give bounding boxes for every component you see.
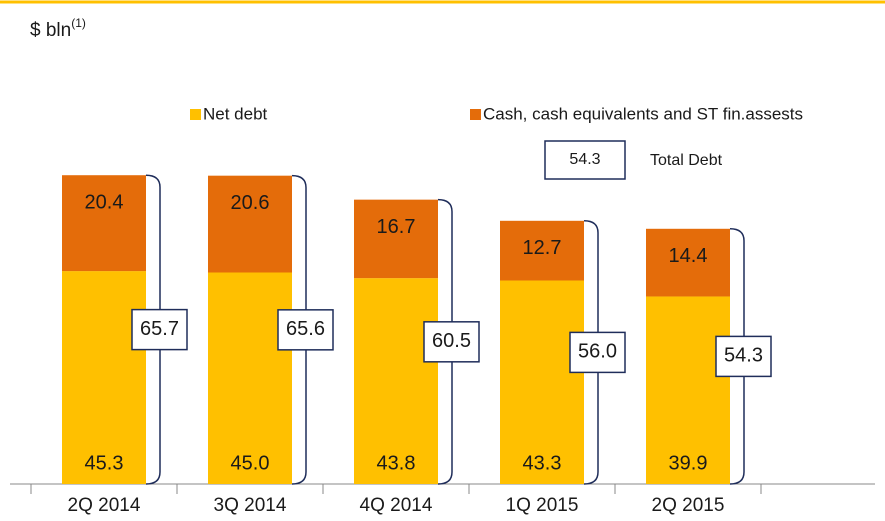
x-tick-label: 3Q 2014 — [214, 495, 287, 516]
value-label: 45.3 — [85, 452, 124, 474]
value-label: 45.0 — [231, 452, 270, 474]
value-label: 16.7 — [377, 216, 416, 238]
total-legend-box — [544, 140, 626, 180]
bar-segment — [500, 220, 584, 281]
bar-segment — [208, 272, 292, 484]
total-label: 65.7 — [140, 318, 179, 340]
total-label: 65.6 — [286, 318, 325, 340]
x-tick-label: 2Q 2015 — [652, 495, 725, 516]
total-box — [277, 309, 334, 351]
chart-title: $ bln(1) — [30, 16, 86, 41]
value-label: 20.4 — [85, 191, 124, 213]
bar-segment — [646, 228, 730, 297]
total-label: 56.0 — [578, 341, 617, 363]
x-tick-label: 2Q 2014 — [68, 495, 141, 516]
total-legend-sample: 54.3 — [569, 151, 600, 168]
total-label: 60.5 — [432, 330, 471, 352]
value-label: 14.4 — [669, 245, 708, 267]
bar-segment — [646, 296, 730, 484]
total-box — [423, 321, 480, 363]
title-note: (1) — [71, 16, 86, 30]
value-label: 43.8 — [377, 452, 416, 474]
legend-label: Net debt — [203, 104, 268, 123]
total-box — [569, 331, 626, 374]
value-label: 12.7 — [523, 237, 562, 259]
value-label: 20.6 — [231, 192, 270, 214]
bar-segment — [208, 175, 292, 273]
x-tick-label: 4Q 2014 — [360, 495, 433, 516]
legend-swatch — [190, 109, 201, 120]
bar-segment — [62, 175, 146, 272]
total-box — [715, 335, 772, 378]
total-box — [131, 308, 188, 351]
bar-segment — [354, 278, 438, 484]
legend-swatch — [470, 109, 481, 120]
bar-segment — [354, 199, 438, 279]
title-main: $ bln — [30, 20, 71, 41]
total-label: 54.3 — [724, 345, 763, 367]
value-label: 43.3 — [523, 452, 562, 474]
total-legend-label: Total Debt — [650, 152, 723, 169]
x-tick-label: 1Q 2015 — [506, 495, 579, 516]
bar-segment — [500, 280, 584, 484]
bar-segment — [62, 271, 146, 484]
value-label: 39.9 — [669, 452, 708, 474]
legend-label: Cash, cash equivalents and ST fin.assest… — [483, 104, 803, 123]
